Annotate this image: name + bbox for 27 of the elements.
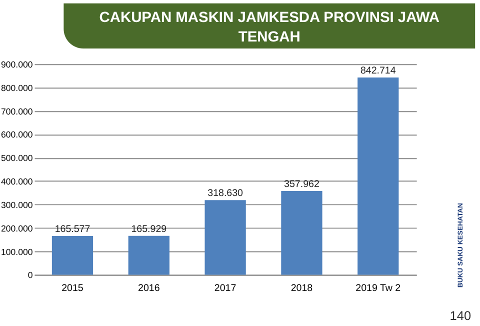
bar <box>358 78 399 275</box>
y-tick-label: 0 <box>28 270 33 280</box>
bar <box>281 190 322 275</box>
y-tick-label: 600.000 <box>1 130 33 140</box>
y-tick-label: 100.000 <box>1 246 33 257</box>
data-label: 357.962 <box>284 179 320 190</box>
chart-title: CAKUPAN MASKIN JAMKESDA PROVINSI JAWA TENGAH <box>99 10 440 46</box>
bar <box>52 236 94 275</box>
data-label: 165.577 <box>54 224 90 236</box>
x-tick-label: 2015 <box>62 282 84 294</box>
x-tick-label: 2016 <box>138 282 160 294</box>
x-tick-label: 2018 <box>290 282 314 294</box>
y-tick-label: 400.000 <box>1 176 33 187</box>
data-label: 842.714 <box>360 66 396 77</box>
bar <box>204 200 246 275</box>
text: 140 <box>450 308 472 323</box>
data-label: 165.929 <box>131 224 167 235</box>
y-tick-label: 200.000 <box>1 223 33 234</box>
data-label: 318.630 <box>208 188 244 200</box>
y-tick-label: 500.000 <box>1 153 33 164</box>
x-tick-label: 2019 Tw 2 <box>356 282 401 294</box>
y-tick-label: 700.000 <box>1 106 33 116</box>
y-tick-label: 300.000 <box>1 200 33 210</box>
x-tick-label: 2017 <box>214 282 236 294</box>
y-tick-label: 900.000 <box>1 60 33 70</box>
bar <box>128 236 170 275</box>
y-tick-label: 800.000 <box>1 82 33 93</box>
